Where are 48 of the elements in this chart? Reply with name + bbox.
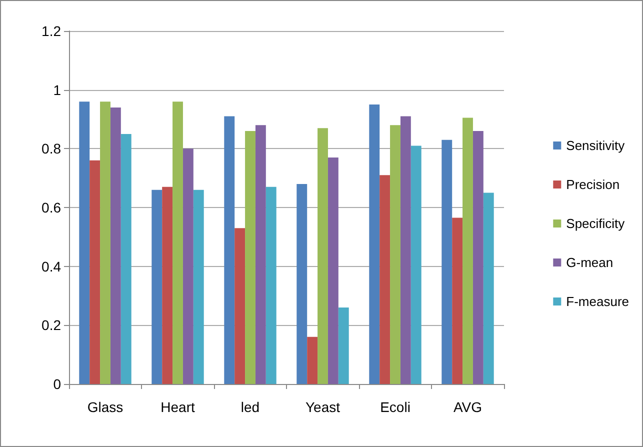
bar (369, 104, 380, 384)
x-tick-label: AVG (453, 399, 482, 415)
legend-label: Precision (566, 177, 620, 192)
bar (245, 131, 256, 384)
bar (266, 186, 276, 384)
y-tick-label: 1.2 (42, 23, 62, 39)
bar (442, 140, 452, 384)
bar (318, 128, 328, 384)
y-tick-label: 1 (53, 82, 62, 98)
bar (152, 190, 162, 384)
x-tick-label: Glass (87, 399, 124, 415)
x-tick-label: Yeast (305, 399, 340, 415)
x-tick-label: Ecoli (380, 399, 410, 415)
y-tick-label: 0 (53, 376, 62, 392)
bar (483, 192, 494, 384)
bar (110, 107, 121, 384)
bar (452, 218, 463, 384)
bar (390, 125, 400, 384)
bar (120, 134, 132, 384)
legend-label: Specificity (566, 216, 626, 231)
y-tick-label: 0.6 (42, 200, 62, 216)
legend-label: Sensitivity (566, 138, 626, 153)
bar (182, 148, 194, 384)
bar (462, 118, 473, 384)
x-tick-label: led (240, 399, 260, 415)
legend-label: F-measure (566, 294, 630, 309)
y-tick-label: 0.2 (42, 317, 62, 334)
bar (307, 336, 318, 384)
y-tick-label: 0.8 (42, 140, 62, 157)
bar (380, 175, 390, 384)
bar (172, 102, 183, 384)
bar (79, 102, 90, 384)
y-tick-label: 0.4 (42, 258, 62, 274)
bar (472, 131, 484, 384)
x-tick-label: Heart (160, 399, 195, 415)
bar (90, 160, 100, 384)
bar (338, 308, 349, 384)
bar (100, 102, 110, 384)
bar (328, 157, 338, 384)
legend-label: G-mean (566, 255, 614, 270)
bar (255, 125, 266, 384)
bar (193, 190, 204, 384)
bar (410, 146, 422, 384)
bar (400, 116, 411, 384)
bar (296, 184, 308, 384)
bar (224, 116, 235, 384)
bar (234, 228, 246, 384)
bar (162, 186, 173, 384)
